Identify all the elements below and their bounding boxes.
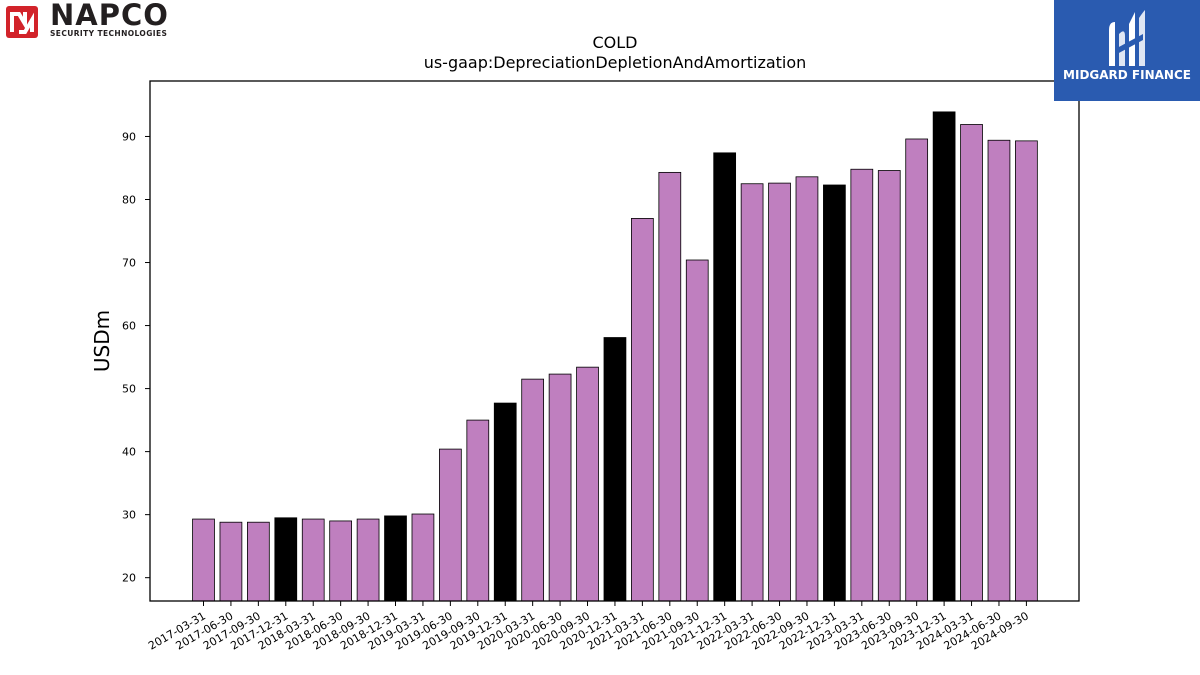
- bars-group: [192, 111, 1038, 602]
- y-tick-label: 90: [122, 130, 136, 143]
- napco-logo: NAPCO SECURITY TECHNOLOGIES: [4, 0, 208, 42]
- bar-2020-06-30: [548, 373, 572, 602]
- y-tick-label: 50: [122, 383, 136, 396]
- y-tick-label: 20: [122, 572, 136, 585]
- y-tick-label: 30: [122, 509, 136, 522]
- bar-2021-12-31: [713, 152, 737, 602]
- x-axis-ticks: 2017-03-312017-06-302017-09-302017-12-31…: [146, 601, 1031, 653]
- bar-2023-03-31: [850, 168, 874, 602]
- y-tick-label: 40: [122, 446, 136, 459]
- midgard-logo: MIDGARD FINANCE: [1054, 0, 1200, 101]
- bar-2023-06-30: [877, 170, 901, 602]
- bar-2021-06-30: [658, 171, 682, 602]
- bar-2022-09-30: [795, 176, 819, 602]
- bar-2017-06-30: [219, 521, 243, 602]
- y-tick-label: 60: [122, 320, 136, 333]
- bar-2024-09-30: [1015, 140, 1038, 602]
- y-axis-ticks: 20 30 40 50 60 70 80 90: [122, 130, 150, 585]
- bar-2018-06-30: [329, 520, 353, 602]
- napco-name: NAPCO: [50, 0, 169, 32]
- bar-2021-03-31: [631, 218, 654, 602]
- bar-2022-12-31: [823, 184, 846, 602]
- bar-2022-06-30: [768, 182, 791, 602]
- bar-2022-03-31: [740, 183, 764, 602]
- bar-2017-12-31: [274, 517, 298, 602]
- midgard-mark-icon: [1109, 10, 1145, 66]
- bar-2020-03-31: [521, 378, 545, 602]
- plot-frame: [149, 80, 1080, 602]
- bar-2018-03-31: [301, 518, 325, 602]
- bar-2018-12-31: [384, 515, 407, 602]
- napco-mark-icon: [6, 6, 38, 38]
- bar-2019-06-30: [439, 448, 462, 602]
- midgard-name: MIDGARD FINANCE: [1063, 68, 1191, 82]
- bar-2021-09-30: [685, 259, 709, 602]
- y-tick-label: 80: [122, 193, 136, 206]
- y-axis-label: USDm: [90, 310, 114, 372]
- y-tick-label: 70: [122, 257, 136, 270]
- napco-tagline: SECURITY TECHNOLOGIES: [50, 29, 168, 38]
- chart-title: COLD: [593, 33, 638, 52]
- bar-2019-12-31: [493, 402, 517, 602]
- bar-2017-09-30: [247, 521, 270, 602]
- bar-2023-12-31: [932, 111, 956, 602]
- bar-2017-03-31: [192, 518, 215, 602]
- bar-2023-09-30: [905, 138, 929, 602]
- chart-subtitle: us-gaap:DepreciationDepletionAndAmortiza…: [424, 53, 807, 72]
- bar-2019-09-30: [466, 419, 490, 602]
- bar-2018-09-30: [356, 518, 380, 602]
- bar-2019-03-31: [411, 513, 435, 602]
- bar-2020-12-31: [603, 337, 627, 602]
- bar-2024-03-31: [960, 124, 983, 602]
- bar-2024-06-30: [987, 139, 1011, 602]
- bar-2020-09-30: [576, 366, 599, 602]
